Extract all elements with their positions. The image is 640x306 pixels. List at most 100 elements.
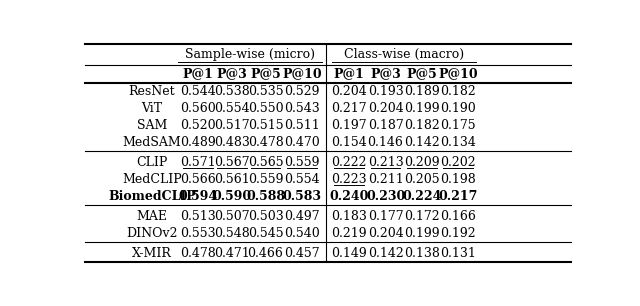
Text: 0.154: 0.154 [332,136,367,149]
Text: P@3: P@3 [370,67,401,80]
Text: 0.545: 0.545 [248,227,284,240]
Text: 0.217: 0.217 [438,190,477,203]
Text: 0.222: 0.222 [332,156,367,169]
Text: 0.529: 0.529 [284,85,320,98]
Text: 0.559: 0.559 [284,156,320,169]
Text: 0.224: 0.224 [402,190,442,203]
Text: 0.202: 0.202 [440,156,476,169]
Text: 0.554: 0.554 [214,102,250,115]
Text: 0.223: 0.223 [332,173,367,186]
Text: 0.182: 0.182 [404,119,440,132]
Text: P@10: P@10 [438,67,478,80]
Text: 0.507: 0.507 [214,210,250,223]
Text: 0.544: 0.544 [180,85,216,98]
Text: P@5: P@5 [406,67,437,80]
Text: P@1: P@1 [334,67,365,80]
Text: MedCLIP: MedCLIP [122,173,182,186]
Text: 0.204: 0.204 [332,85,367,98]
Text: Sample-wise (micro): Sample-wise (micro) [185,48,315,61]
Text: 0.497: 0.497 [284,210,320,223]
Text: 0.590: 0.590 [212,190,252,203]
Text: 0.204: 0.204 [367,227,403,240]
Text: 0.149: 0.149 [332,248,367,260]
Text: 0.543: 0.543 [284,102,320,115]
Text: 0.489: 0.489 [180,136,216,149]
Text: 0.457: 0.457 [284,248,320,260]
Text: 0.583: 0.583 [283,190,322,203]
Text: 0.548: 0.548 [214,227,250,240]
Text: 0.217: 0.217 [332,102,367,115]
Text: 0.134: 0.134 [440,136,476,149]
Text: ResNet: ResNet [129,85,175,98]
Text: 0.513: 0.513 [180,210,216,223]
Text: 0.520: 0.520 [180,119,216,132]
Text: 0.483: 0.483 [214,136,250,149]
Text: 0.517: 0.517 [214,119,250,132]
Text: Class-wise (macro): Class-wise (macro) [344,48,464,61]
Text: 0.478: 0.478 [180,248,216,260]
Text: SAM: SAM [137,119,167,132]
Text: 0.205: 0.205 [404,173,440,186]
Text: 0.471: 0.471 [214,248,250,260]
Text: 0.213: 0.213 [367,156,403,169]
Text: 0.571: 0.571 [180,156,216,169]
Text: 0.567: 0.567 [214,156,250,169]
Text: 0.588: 0.588 [246,190,285,203]
Text: 0.193: 0.193 [367,85,403,98]
Text: 0.240: 0.240 [330,190,369,203]
Text: P@1: P@1 [182,67,214,80]
Text: 0.515: 0.515 [248,119,284,132]
Text: P@5: P@5 [250,67,281,80]
Text: X-MIR: X-MIR [132,248,172,260]
Text: 0.138: 0.138 [404,248,440,260]
Text: 0.559: 0.559 [248,173,284,186]
Text: 0.192: 0.192 [440,227,476,240]
Text: 0.189: 0.189 [404,85,440,98]
Text: 0.146: 0.146 [367,136,403,149]
Text: 0.209: 0.209 [404,156,440,169]
Text: 0.199: 0.199 [404,227,440,240]
Text: 0.131: 0.131 [440,248,476,260]
Text: 0.142: 0.142 [367,248,403,260]
Text: 0.199: 0.199 [404,102,440,115]
Text: 0.190: 0.190 [440,102,476,115]
Text: 0.187: 0.187 [367,119,403,132]
Text: 0.550: 0.550 [248,102,284,115]
Text: 0.198: 0.198 [440,173,476,186]
Text: 0.197: 0.197 [332,119,367,132]
Text: P@3: P@3 [216,67,247,80]
Text: 0.566: 0.566 [180,173,216,186]
Text: 0.535: 0.535 [248,85,284,98]
Text: 0.172: 0.172 [404,210,440,223]
Text: 0.175: 0.175 [440,119,476,132]
Text: 0.211: 0.211 [367,173,403,186]
Text: 0.142: 0.142 [404,136,440,149]
Text: 0.166: 0.166 [440,210,476,223]
Text: 0.503: 0.503 [248,210,284,223]
Text: 0.511: 0.511 [284,119,320,132]
Text: 0.553: 0.553 [180,227,216,240]
Text: 0.182: 0.182 [440,85,476,98]
Text: MAE: MAE [136,210,168,223]
Text: MedSAM: MedSAM [122,136,181,149]
Text: P@10: P@10 [282,67,322,80]
Text: 0.470: 0.470 [284,136,320,149]
Text: 0.219: 0.219 [332,227,367,240]
Text: 0.554: 0.554 [284,173,320,186]
Text: 0.565: 0.565 [248,156,284,169]
Text: 0.594: 0.594 [179,190,218,203]
Text: 0.560: 0.560 [180,102,216,115]
Text: DINOv2: DINOv2 [126,227,178,240]
Text: 0.561: 0.561 [214,173,250,186]
Text: 0.230: 0.230 [366,190,405,203]
Text: ViT: ViT [141,102,163,115]
Text: 0.538: 0.538 [214,85,250,98]
Text: 0.466: 0.466 [248,248,284,260]
Text: 0.183: 0.183 [332,210,367,223]
Text: 0.478: 0.478 [248,136,284,149]
Text: 0.540: 0.540 [284,227,320,240]
Text: CLIP: CLIP [136,156,168,169]
Text: 0.204: 0.204 [367,102,403,115]
Text: BiomedCLIP: BiomedCLIP [108,190,196,203]
Text: 0.177: 0.177 [368,210,403,223]
